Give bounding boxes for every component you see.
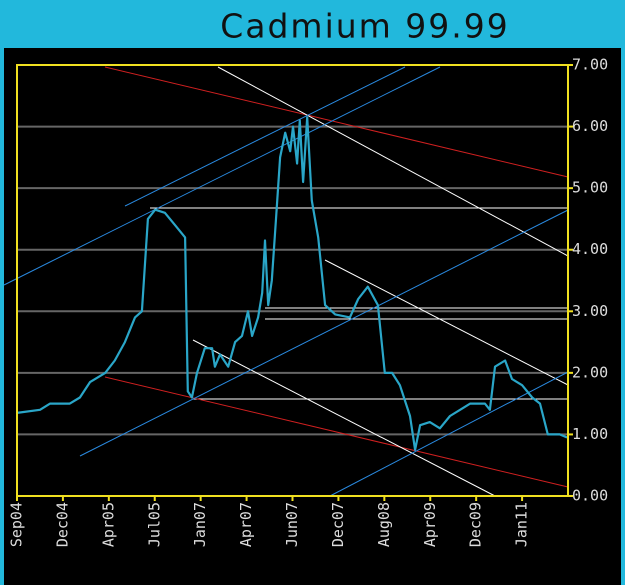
trend-line [3, 66, 441, 286]
y-tick-label: 1.00 [572, 425, 608, 443]
chart-title: Cadmium 99.99 [220, 7, 510, 46]
x-tick-label: Apr05 [99, 502, 117, 547]
trend-line [79, 209, 569, 457]
x-tick-label: Dec07 [329, 502, 347, 547]
annotations [3, 66, 569, 497]
x-tick-label: Jul05 [145, 502, 163, 547]
x-tick-label: Jan11 [513, 502, 531, 547]
trend-line [192, 339, 496, 497]
title-bar [0, 0, 625, 48]
y-tick-label: 5.00 [572, 179, 608, 197]
y-tick-label: 6.00 [572, 117, 608, 135]
x-tick-label: Apr09 [421, 502, 439, 547]
x-tick-label: Apr07 [237, 502, 255, 547]
y-tick-label: 3.00 [572, 302, 608, 320]
trend-line [104, 376, 569, 488]
x-tick-label: Dec04 [53, 502, 71, 547]
x-tick-label: Sep04 [8, 502, 26, 547]
frame-left [0, 48, 4, 585]
axes: 0.00 1.00 2.00 3.00 4.00 5.00 6.00 7.00 Sep04 Dec… [8, 56, 609, 548]
trend-line [324, 259, 569, 386]
plot [16, 116, 568, 451]
x-tick-label: Dec09 [467, 502, 485, 547]
trend-line [104, 66, 569, 178]
x-tick-label: Aug08 [375, 502, 393, 547]
trend-line [217, 66, 569, 257]
y-tick-label: 4.00 [572, 240, 608, 258]
x-tick-label: Jan07 [191, 502, 209, 547]
x-tick-label: Jun07 [283, 502, 301, 547]
y-tick-label: 0.00 [572, 487, 608, 505]
price-line [16, 116, 568, 451]
frame-right [621, 48, 625, 585]
y-tick-label: 2.00 [572, 363, 608, 381]
trend-line [124, 66, 406, 207]
y-tick-label: 7.00 [572, 56, 608, 74]
